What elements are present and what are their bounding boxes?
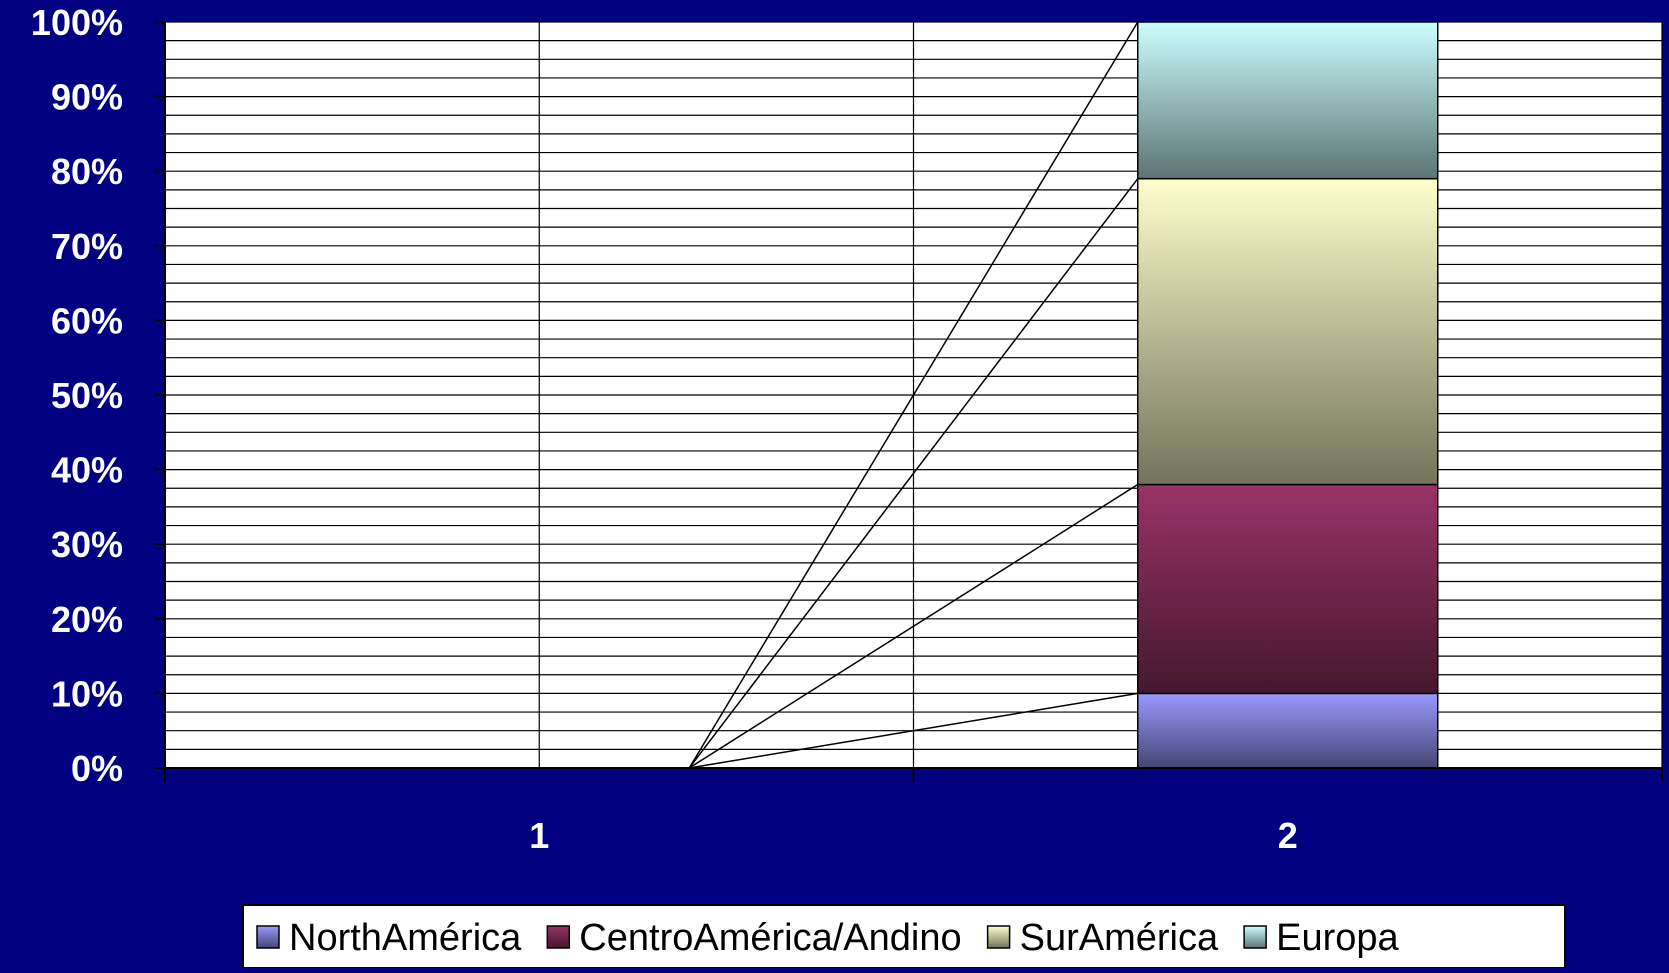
bar-northam-rica-cat-2 [1137, 692, 1439, 769]
legend-swatch [546, 925, 571, 949]
y-tick-label: 30% [51, 524, 123, 565]
legend-swatch [1243, 925, 1267, 949]
legend-swatch [256, 925, 280, 949]
bar-centroam-rica-andino-cat-2 [1137, 483, 1439, 695]
legend: NorthAmérica CentroAmérica/Andino SurAméri… [242, 904, 1566, 969]
x-tick-label: 1 [529, 815, 549, 856]
series-connector-lines [688, 21, 1139, 769]
legend-label: CentroAmérica/Andino [579, 917, 961, 959]
y-tick-label: 100% [31, 2, 123, 43]
legend-swatch [986, 925, 1011, 949]
legend-label: NorthAmérica [289, 917, 522, 959]
y-tick-label: 40% [51, 450, 123, 491]
y-tick-label: 50% [51, 375, 123, 416]
bar-suram-rica-cat-2 [1137, 177, 1439, 486]
y-tick-label: 0% [71, 748, 123, 789]
y-tick-label: 10% [51, 673, 123, 714]
legend-label: Europa [1276, 917, 1399, 959]
bar-europa-cat-2 [1137, 21, 1439, 180]
bars [1137, 21, 1439, 769]
series-line [688, 21, 1139, 769]
legend-label: SurAmérica [1020, 917, 1219, 959]
y-tick-label: 20% [51, 599, 123, 640]
y-tick-label: 80% [51, 151, 123, 192]
series-line [689, 692, 1138, 769]
y-tick-label: 60% [51, 300, 123, 341]
x-tick-label: 2 [1278, 815, 1298, 856]
axes: 0% 10% 20% 30% 40% 50% 60% 70% 80% 90% 100% 1 2 [31, 2, 1663, 856]
series-line [688, 483, 1139, 769]
y-tick-label: 90% [51, 77, 123, 118]
y-tick-label: 70% [51, 226, 123, 267]
series-line [688, 178, 1139, 769]
